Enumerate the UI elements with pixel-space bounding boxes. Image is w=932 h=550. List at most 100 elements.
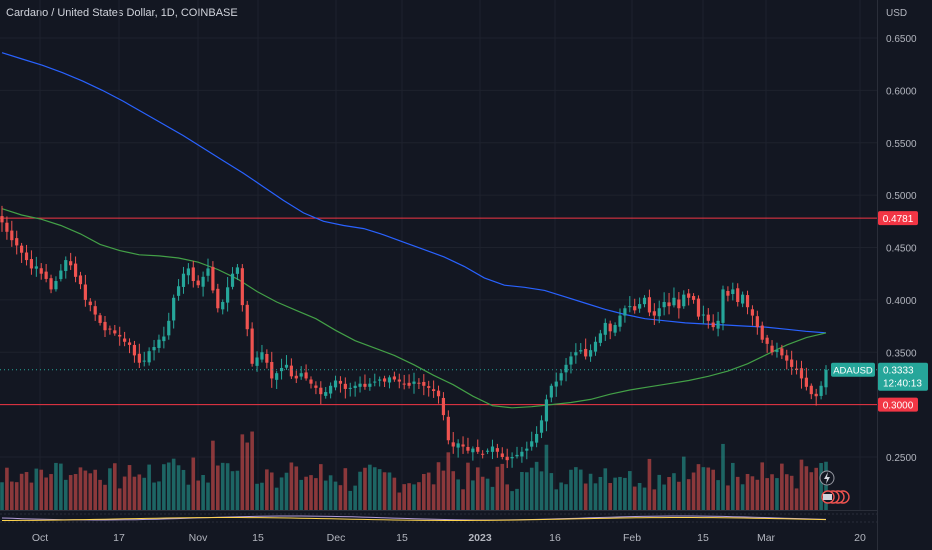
volume-bar (29, 482, 34, 510)
volume-bar (333, 481, 338, 510)
volume-bar (162, 464, 166, 510)
candle-body (181, 273, 186, 287)
candle-body (196, 280, 200, 286)
candle-body (167, 320, 171, 336)
volume-bar (534, 461, 539, 510)
volume-bar (775, 478, 779, 510)
volume-bar (0, 482, 4, 510)
volume-bar (466, 462, 470, 510)
volume-bar (765, 478, 769, 510)
volume-bar (608, 483, 612, 510)
candle-body (162, 336, 166, 342)
candle-body (711, 322, 715, 328)
candle-body (790, 359, 794, 367)
volume-bar (696, 464, 701, 510)
candle-body (500, 453, 504, 457)
volume-bar (157, 481, 161, 510)
candle-body (417, 382, 421, 384)
candle-body (559, 373, 563, 381)
volume-bar (593, 483, 598, 510)
candle-body (235, 267, 240, 274)
volume-bar (681, 456, 686, 510)
volume-bar (171, 458, 176, 510)
volume-bar (338, 485, 343, 510)
volume-bar (377, 469, 382, 510)
price-tick-label: 0.5500 (886, 139, 917, 150)
candle-body (211, 266, 215, 291)
price-tick-label: 0.4000 (886, 296, 917, 307)
candle-body (515, 454, 519, 457)
volume-bar (54, 462, 58, 510)
volume-bar (677, 481, 681, 510)
candle-body (682, 294, 686, 307)
volume-bar (309, 475, 313, 510)
candle-body (755, 316, 759, 328)
candle-body (495, 448, 499, 452)
candle-body (564, 364, 568, 373)
volume-bar (225, 463, 230, 510)
candle-body (343, 383, 347, 389)
candle-body (275, 373, 279, 380)
volume-bar (83, 470, 88, 510)
candle-body (348, 387, 352, 389)
volume-bar (211, 440, 215, 510)
candle-body (118, 334, 122, 337)
candle-body (603, 322, 607, 335)
candle-body (687, 293, 691, 298)
volume-bar (137, 474, 142, 510)
volume-bar (19, 473, 24, 510)
volume-bar (127, 465, 132, 510)
volume-bar (515, 488, 519, 510)
candle-body (54, 281, 58, 290)
volume-bar (735, 476, 740, 510)
candle-body (549, 385, 553, 398)
volume-bar (525, 472, 529, 510)
volume-bar (417, 482, 421, 510)
candle-body (294, 375, 298, 379)
candle-body (647, 297, 652, 313)
volume-bar (789, 475, 794, 510)
time-tick-label: 20 (854, 532, 866, 544)
candle-body (88, 301, 92, 306)
candle-body (402, 383, 406, 385)
volume-bar (274, 487, 279, 510)
candle-body (329, 385, 333, 394)
volume-bar (132, 476, 137, 510)
volume-bar (588, 473, 593, 510)
candle-body (368, 383, 372, 387)
volume-bar (750, 476, 755, 510)
candle-body (422, 381, 426, 386)
candle-body (451, 442, 455, 447)
candle-body (304, 372, 308, 379)
volume-bar (711, 469, 715, 510)
moving-average-line (1, 52, 827, 334)
candle-body (691, 296, 696, 300)
candle-body (446, 416, 450, 441)
volume-bar (387, 472, 392, 510)
candle-body (427, 386, 431, 388)
candle-body (73, 263, 78, 277)
candle-body (819, 385, 823, 396)
volume-bar (824, 461, 828, 510)
volume-bar (642, 487, 647, 510)
volume-bar (495, 466, 500, 510)
volume-bar (353, 485, 357, 510)
volume-bar (667, 477, 671, 510)
candle-body (137, 353, 141, 363)
volume-bar (348, 490, 353, 510)
candle-body (544, 399, 549, 422)
candle-body (456, 443, 460, 448)
volume-bar (14, 482, 19, 510)
candle-body (373, 381, 377, 383)
candle-body (387, 377, 392, 383)
volume-bar (461, 489, 465, 510)
volume-bar (485, 478, 490, 510)
candle-body (34, 266, 38, 269)
candle-body (245, 304, 249, 330)
volume-bar (10, 481, 14, 510)
volume-bar (510, 491, 514, 510)
volume-bar (657, 474, 662, 510)
candle-body (314, 385, 318, 388)
candle-body (809, 385, 813, 395)
